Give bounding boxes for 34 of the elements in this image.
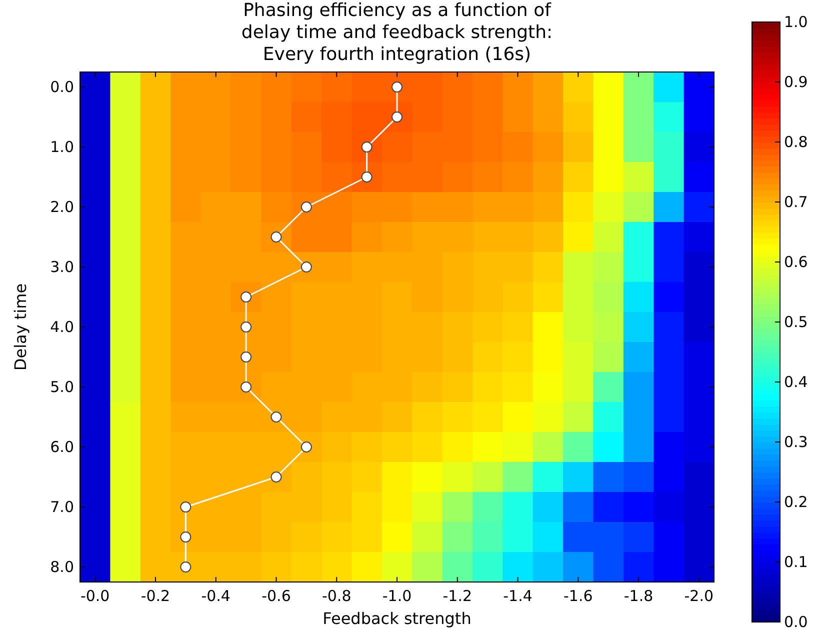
- x-tick-label: -0.8: [322, 587, 352, 605]
- x-tick-label: -1.0: [382, 587, 412, 605]
- y-tick-label: 5.0: [50, 378, 74, 396]
- x-tick-label: -0.6: [262, 587, 291, 605]
- color-bar-label: 0.4: [784, 373, 808, 391]
- y-tick-label: 7.0: [50, 498, 74, 516]
- x-tick-label: -1.6: [564, 587, 593, 605]
- y-tick-label: 0.0: [50, 78, 74, 96]
- color-bar-label: 0.3: [784, 433, 808, 451]
- color-bar-label: 0.5: [784, 313, 808, 331]
- y-tick-label: 8.0: [50, 558, 74, 576]
- y-tick-label: 4.0: [50, 318, 74, 336]
- x-tick-label: -0.4: [201, 587, 230, 605]
- color-bar-label: 0.6: [784, 253, 808, 271]
- x-tick-label: -1.4: [503, 587, 532, 605]
- x-axis-title: Feedback strength: [322, 609, 472, 628]
- y-tick-label: 3.0: [50, 258, 74, 276]
- color-bar-label: 0.0: [784, 613, 808, 631]
- y-axis-title: Delay time: [11, 283, 30, 371]
- y-tick-label: 6.0: [50, 438, 74, 456]
- y-tick-label: 2.0: [50, 198, 74, 216]
- x-tick-label: -2.0: [684, 587, 714, 605]
- y-tick-label: 1.0: [50, 138, 74, 156]
- x-tick-label: -1.8: [624, 587, 654, 605]
- x-tick-label: -0.2: [140, 587, 170, 605]
- x-tick-label: -1.2: [442, 587, 472, 605]
- color-bar-label: 1.0: [784, 13, 808, 31]
- color-bar-label: 0.1: [784, 553, 808, 571]
- color-bar-label: 0.9: [784, 73, 808, 91]
- color-bar-label: 0.8: [784, 133, 808, 151]
- x-tick-label: -0.0: [80, 587, 110, 605]
- chart-title: Phasing efficiency as a function of delay time and feedback strength: Every fourth integration (16s): [241, 0, 553, 65]
- color-bar-label: 0.2: [784, 493, 808, 511]
- color-bar-label: 0.7: [784, 193, 808, 211]
